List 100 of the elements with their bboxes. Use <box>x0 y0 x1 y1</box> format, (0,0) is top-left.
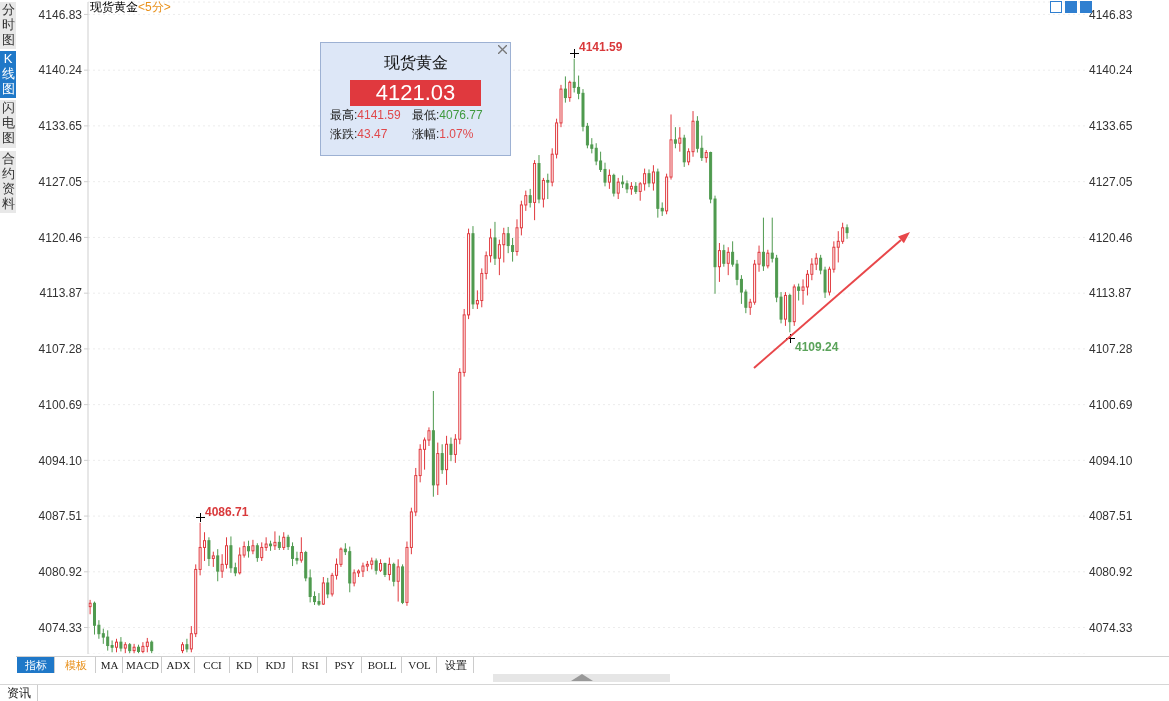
text: PSY <box>328 657 362 673</box>
candlestick <box>603 162 607 187</box>
candlestick <box>783 291 787 327</box>
text: 设置 <box>438 657 474 673</box>
candlestick <box>761 217 765 272</box>
annotation: 4109.24 <box>795 340 839 354</box>
candlestick <box>207 536 211 567</box>
candlestick <box>612 173 616 197</box>
annotation: 4121.03 <box>350 80 481 106</box>
candlestick <box>392 562 396 587</box>
y2-tick-label: 4094.10 <box>1089 453 1133 468</box>
candlestick <box>607 168 611 190</box>
y-tick-label: 4107.28 <box>38 342 83 357</box>
text: 指标 <box>17 657 55 673</box>
annotation: 涨跌:43.47 <box>330 127 388 141</box>
candlestick <box>238 546 242 576</box>
y2-tick-label: 4080.92 <box>1089 565 1133 580</box>
y2-tick-label: 4127.05 <box>1089 174 1133 189</box>
annotation: 4086.71 <box>205 505 249 519</box>
text: 模板 <box>56 657 96 673</box>
y2-tick-label: 4100.69 <box>1089 397 1133 412</box>
y-tick-label: 4113.87 <box>39 286 83 301</box>
candlestick <box>449 437 453 462</box>
candlestick <box>572 58 576 93</box>
candlestick <box>625 179 629 194</box>
chart-title: 现货黄金 <box>90 0 138 14</box>
y-tick-label: 4074.33 <box>38 620 83 635</box>
text: MACD <box>124 657 162 673</box>
candlestick <box>361 562 365 578</box>
y-tick-label: 4127.05 <box>38 174 83 189</box>
candlestick <box>678 126 682 153</box>
annotation: 最低:4076.77 <box>412 108 483 122</box>
candlestick <box>616 177 620 200</box>
candlestick <box>326 577 330 599</box>
candlestick <box>726 246 730 276</box>
candlestick <box>273 530 277 551</box>
candlestick <box>841 222 845 245</box>
candlestick <box>766 249 770 269</box>
annotation: 最高:4141.59 <box>330 108 401 122</box>
text: BOLL <box>363 657 402 673</box>
y-tick-label: 4080.92 <box>38 565 83 580</box>
annotation: 4141.59 <box>579 40 623 54</box>
text: KDJ <box>259 657 293 673</box>
candlestick <box>427 426 431 447</box>
text: VOL <box>403 657 437 673</box>
annotation: 涨幅:1.07% <box>412 127 474 141</box>
y-tick-label: 4140.24 <box>38 63 83 78</box>
y2-tick-label: 4113.87 <box>1089 286 1132 301</box>
y2-tick-label: 4133.65 <box>1089 119 1133 134</box>
candlestick <box>836 230 840 263</box>
y2-tick-label: 4107.28 <box>1089 342 1133 357</box>
candlestick <box>132 643 136 654</box>
y2-tick-label: 4140.24 <box>1089 63 1133 78</box>
candlestick <box>511 237 515 263</box>
candlestick <box>110 639 114 653</box>
candlestick <box>722 244 726 268</box>
candlestick <box>568 80 572 103</box>
y2-tick-label: 4120.46 <box>1089 230 1133 245</box>
candlestick <box>185 638 189 653</box>
y2-tick-label: 4074.33 <box>1089 620 1133 635</box>
candlestick <box>801 278 805 306</box>
candlestick <box>673 126 677 149</box>
y-tick-label: 4094.10 <box>38 453 83 468</box>
candlestick <box>502 227 506 263</box>
y-tick-label: 4100.69 <box>38 397 83 412</box>
text: ADX <box>163 657 195 673</box>
candlestick <box>321 576 325 606</box>
candlestick <box>546 173 550 200</box>
candlestick <box>260 541 264 562</box>
candlestick <box>251 539 255 555</box>
text: RSI <box>294 657 327 673</box>
candlestick <box>541 177 545 208</box>
y-tick-label: 4146.83 <box>38 7 83 22</box>
annotation: 现货黄金 <box>382 53 449 73</box>
candlestick <box>387 557 391 581</box>
text: KD <box>231 657 258 673</box>
candlestick <box>563 75 567 104</box>
candlestick <box>682 134 686 168</box>
candlestick <box>106 629 110 652</box>
y-tick-label: 4087.51 <box>38 509 83 524</box>
candlestick <box>396 558 400 603</box>
y-tick-label: 4120.46 <box>38 230 83 245</box>
y2-tick-label: 4087.51 <box>1089 509 1133 524</box>
candlestick <box>594 142 598 166</box>
chart-subtitle: <5分> <box>138 0 171 14</box>
candlestick <box>440 443 444 475</box>
candlestick <box>216 548 220 582</box>
candlestick <box>651 164 655 192</box>
candlestick <box>317 592 321 607</box>
text: CCI <box>196 657 230 673</box>
y2-tick-label: 4146.83 <box>1089 7 1133 22</box>
candlestick <box>717 242 721 283</box>
candlestick <box>493 221 497 266</box>
candlestick <box>506 226 510 254</box>
candlestick <box>255 542 259 563</box>
candlestick <box>141 641 145 654</box>
candlestick <box>528 188 532 208</box>
candlestick <box>88 599 92 615</box>
candlestick <box>299 536 303 564</box>
candlestick <box>643 168 647 192</box>
